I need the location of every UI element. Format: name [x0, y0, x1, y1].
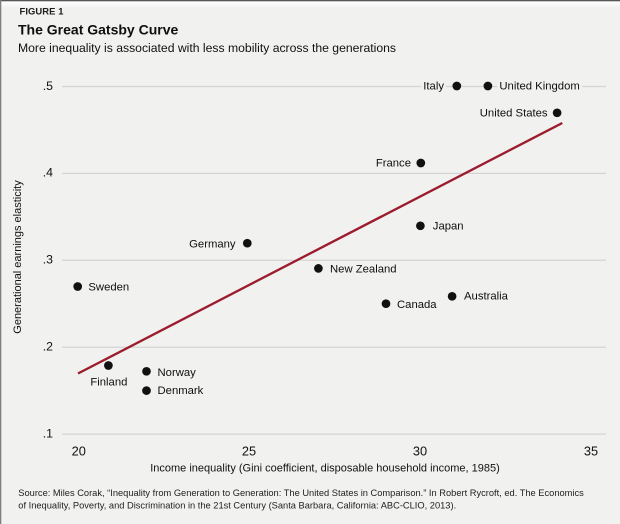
- svg-text:Australia: Australia: [464, 291, 509, 303]
- svg-text:Japan: Japan: [433, 221, 464, 233]
- svg-text:Italy: Italy: [423, 81, 444, 93]
- svg-text:35: 35: [584, 444, 598, 459]
- svg-text:France: France: [376, 157, 411, 169]
- svg-text:FIGURE 1: FIGURE 1: [20, 5, 64, 16]
- svg-text:Income inequality (Gini coeffi: Income inequality (Gini coefficient, dis…: [150, 463, 500, 475]
- svg-text:.1: .1: [43, 426, 53, 440]
- svg-text:United Kingdom: United Kingdom: [499, 81, 579, 93]
- svg-text:Canada: Canada: [397, 299, 437, 311]
- svg-text:.5: .5: [43, 79, 53, 93]
- svg-text:.4: .4: [43, 166, 53, 180]
- svg-text:New Zealand: New Zealand: [330, 263, 397, 275]
- svg-text:Finland: Finland: [90, 377, 127, 389]
- svg-text:Generational earnings elastici: Generational earnings elasticity: [12, 180, 24, 334]
- svg-text:30: 30: [413, 444, 427, 459]
- svg-text:of Inequality, Poverty, and Di: of Inequality, Poverty, and Discriminati…: [18, 500, 456, 510]
- svg-text:Norway: Norway: [158, 367, 197, 379]
- svg-text:20: 20: [72, 444, 86, 459]
- svg-text:.3: .3: [43, 253, 53, 267]
- svg-text:More inequality is associated: More inequality is associated with less …: [18, 41, 396, 55]
- svg-text:United States: United States: [480, 107, 548, 119]
- svg-text:.2: .2: [43, 340, 53, 354]
- svg-text:Sweden: Sweden: [88, 281, 129, 293]
- svg-text:Source: Miles Corak, “Inequali: Source: Miles Corak, “Inequality from Ge…: [18, 488, 584, 498]
- svg-text:Germany: Germany: [189, 239, 236, 251]
- svg-text:The Great Gatsby Curve: The Great Gatsby Curve: [18, 21, 178, 37]
- svg-text:25: 25: [242, 444, 256, 459]
- svg-text:Denmark: Denmark: [158, 385, 204, 397]
